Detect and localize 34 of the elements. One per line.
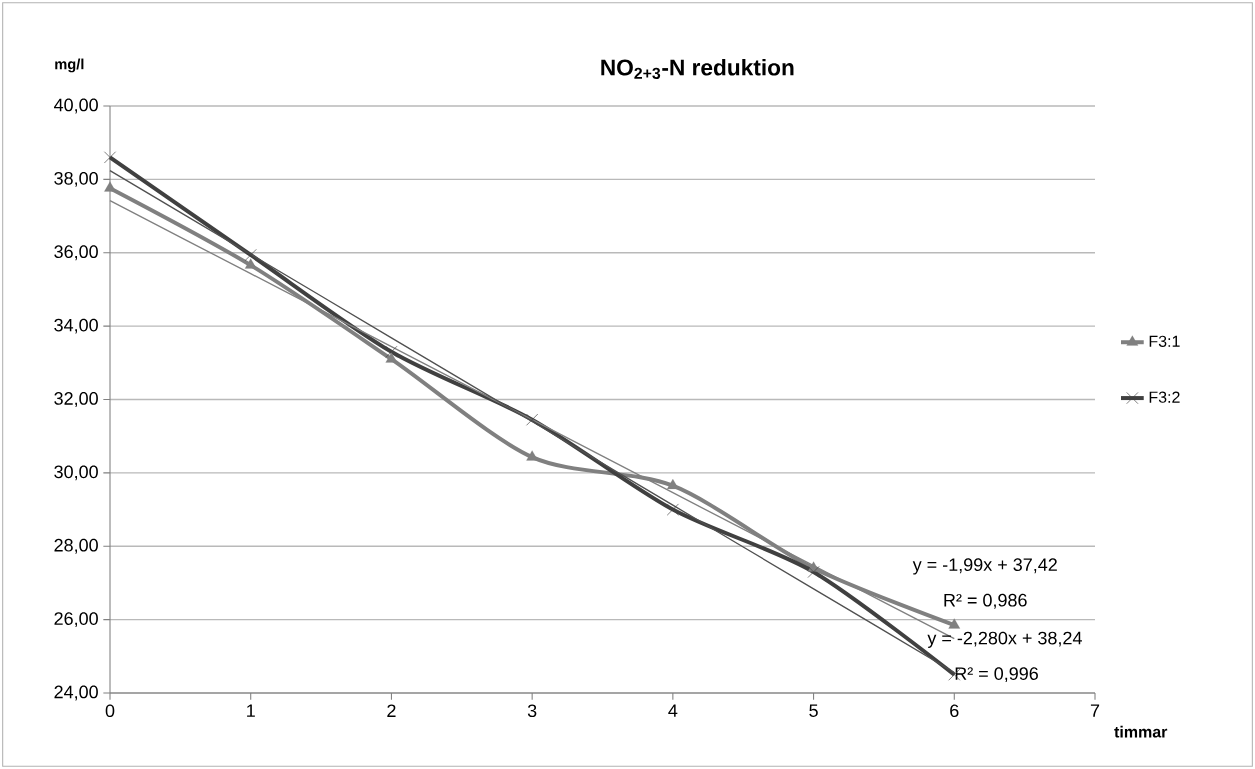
point [948, 618, 961, 629]
x-tick-label: 4 [668, 704, 678, 717]
annotation: y = -2,280x + 38,24 [927, 631, 1082, 648]
y-tick-label: 40,00 [54, 98, 98, 114]
y-tick-label: 34,00 [54, 318, 98, 334]
y-tick-label: 28,00 [54, 538, 98, 554]
x-tick-label: 7 [1090, 704, 1100, 717]
x-tick-label: 3 [527, 704, 537, 718]
y-tick-label: 32,00 [54, 392, 98, 407]
annotation: R² = 0,996 [955, 667, 1038, 683]
point [104, 181, 116, 192]
legend-label: F3:2 [1149, 391, 1180, 403]
point [807, 565, 820, 578]
y-tick-label: 24,00 [54, 685, 98, 701]
x-tick-label: 5 [809, 704, 818, 717]
y-tick-label: 36,00 [54, 245, 98, 261]
point [385, 345, 398, 358]
legend-label: F3:1 [1149, 335, 1180, 347]
annotation: y = -1,99x + 37,42 [912, 558, 1057, 575]
y-tick-label: 30,00 [54, 465, 98, 481]
chart-title: NO$_{2+3}$-N reduktion [601, 58, 794, 79]
point [104, 151, 116, 164]
y-tick-label: 38,00 [54, 171, 98, 187]
x-tick-label: 2 [387, 704, 396, 717]
point [526, 413, 539, 426]
y-tick-label: 26,00 [54, 612, 98, 628]
point [666, 503, 679, 516]
y-axis-title: mg/l [55, 58, 84, 73]
point [244, 248, 257, 261]
annotation: R² = 0,986 [944, 593, 1027, 609]
x-tick-label: 6 [950, 704, 959, 718]
x-tick-label: 0 [105, 704, 115, 718]
x-tick-label: 1 [247, 704, 255, 717]
x-axis-title: timmar [1114, 725, 1168, 738]
